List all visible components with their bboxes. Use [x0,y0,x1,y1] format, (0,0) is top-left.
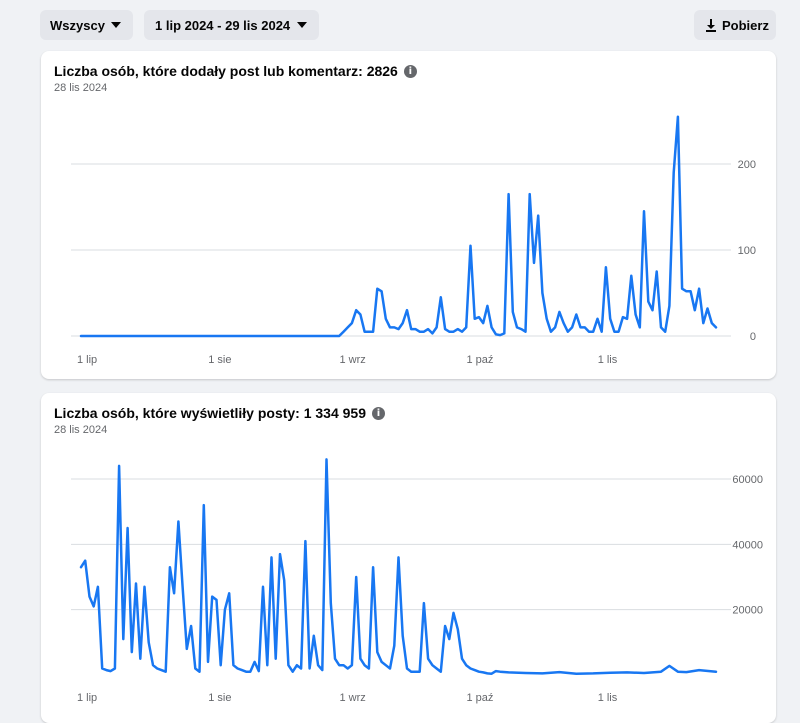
y-tick-label: 20000 [732,605,763,617]
download-icon [706,18,716,32]
chevron-down-icon [111,22,121,28]
series-line [79,458,718,675]
info-icon[interactable]: i [403,64,417,78]
chart-card-engagement: Liczba osób, które dodały post lub komen… [41,51,776,379]
chevron-down-icon [297,22,307,28]
date-range-dropdown[interactable]: 1 lip 2024 - 29 lis 2024 [144,10,319,40]
x-tick-label: 1 sie [208,354,231,366]
card-title: Liczba osób, które dodały post lub komen… [54,63,417,79]
card-title-text: Liczba osób, które wyświetliły posty: 1 … [54,405,367,421]
x-tick-label: 1 paź [466,354,493,366]
download-button-label: Pobierz [722,17,769,33]
card-date: 28 lis 2024 [54,82,108,94]
y-tick-label: 0 [750,331,756,343]
x-tick-label: 1 lis [598,354,618,366]
x-tick-label: 1 lip [77,692,97,704]
x-tick-label: 1 wrz [339,692,365,704]
info-icon[interactable]: i [372,406,386,420]
views-line-chart: 20000 40000 60000 1 lip 1 sie 1 wrz 1 paź 1 lis [71,458,763,704]
x-tick-label: 1 wrz [339,354,365,366]
audience-dropdown[interactable]: Wszyscy [40,10,133,40]
series-line [79,115,718,338]
x-tick-label: 1 paź [466,692,493,704]
date-range-label: 1 lip 2024 - 29 lis 2024 [155,17,291,33]
y-tick-label: 200 [738,159,756,171]
card-title: Liczba osób, które wyświetliły posty: 1 … [54,405,386,421]
engagement-line-chart: 0 100 200 1 lip 1 sie 1 wrz 1 paź 1 lis [71,115,756,366]
card-title-text: Liczba osób, które dodały post lub komen… [54,63,398,79]
audience-dropdown-label: Wszyscy [50,17,105,33]
x-tick-label: 1 sie [208,692,231,704]
y-tick-label: 100 [738,245,756,257]
chart-card-views: Liczba osób, które wyświetliły posty: 1 … [41,393,776,723]
x-tick-label: 1 lip [77,354,97,366]
x-tick-label: 1 lis [598,692,618,704]
y-tick-label: 60000 [732,474,763,486]
y-tick-label: 40000 [732,539,763,551]
download-button[interactable]: Pobierz [694,10,776,40]
card-date: 28 lis 2024 [54,424,108,436]
